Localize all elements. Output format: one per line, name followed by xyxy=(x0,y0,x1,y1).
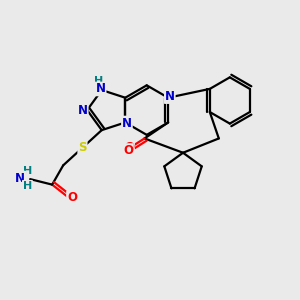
Text: O: O xyxy=(67,191,77,204)
Text: N: N xyxy=(122,116,132,130)
Text: N: N xyxy=(165,90,175,103)
Text: H: H xyxy=(23,181,32,191)
Text: N: N xyxy=(15,172,25,184)
Text: N: N xyxy=(96,82,106,95)
Text: S: S xyxy=(78,141,87,154)
Text: H: H xyxy=(94,76,104,86)
Text: O: O xyxy=(123,144,133,157)
Text: O: O xyxy=(124,141,134,154)
Text: N: N xyxy=(78,103,88,117)
Text: H: H xyxy=(23,167,32,176)
